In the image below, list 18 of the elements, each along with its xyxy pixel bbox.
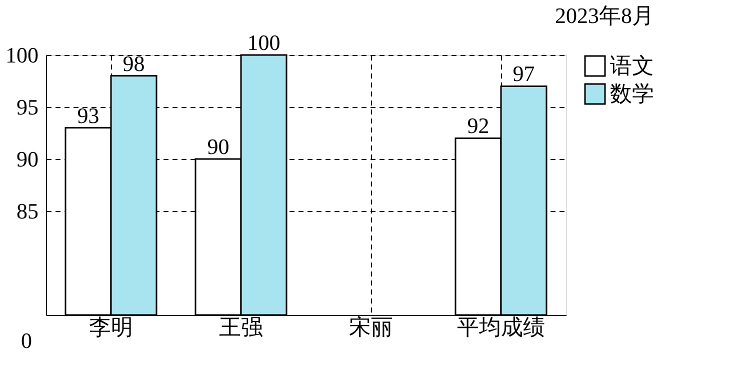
data-label: 100: [247, 30, 280, 55]
data-label: 92: [467, 113, 490, 138]
data-label: 90: [207, 134, 230, 159]
chart-title: 2023年8月: [555, 3, 654, 28]
data-label: 98: [122, 50, 145, 76]
legend-label: 语文: [610, 53, 654, 78]
text: 0: [21, 328, 32, 353]
x-tick-label: 李明: [89, 314, 133, 340]
y-tick-label: 85: [16, 198, 38, 224]
x-tick-label: 王强: [219, 314, 263, 340]
x-tick-label: 平均成绩: [457, 314, 545, 340]
y-tick-label: 95: [16, 94, 38, 120]
y-tick-label: 100: [6, 42, 38, 68]
x-tick-label: 宋丽: [349, 314, 393, 340]
y-tick-label: 90: [16, 146, 38, 172]
data-label: 97: [512, 61, 535, 86]
legend-label: 数学: [610, 81, 654, 106]
data-label: 93: [77, 102, 100, 128]
